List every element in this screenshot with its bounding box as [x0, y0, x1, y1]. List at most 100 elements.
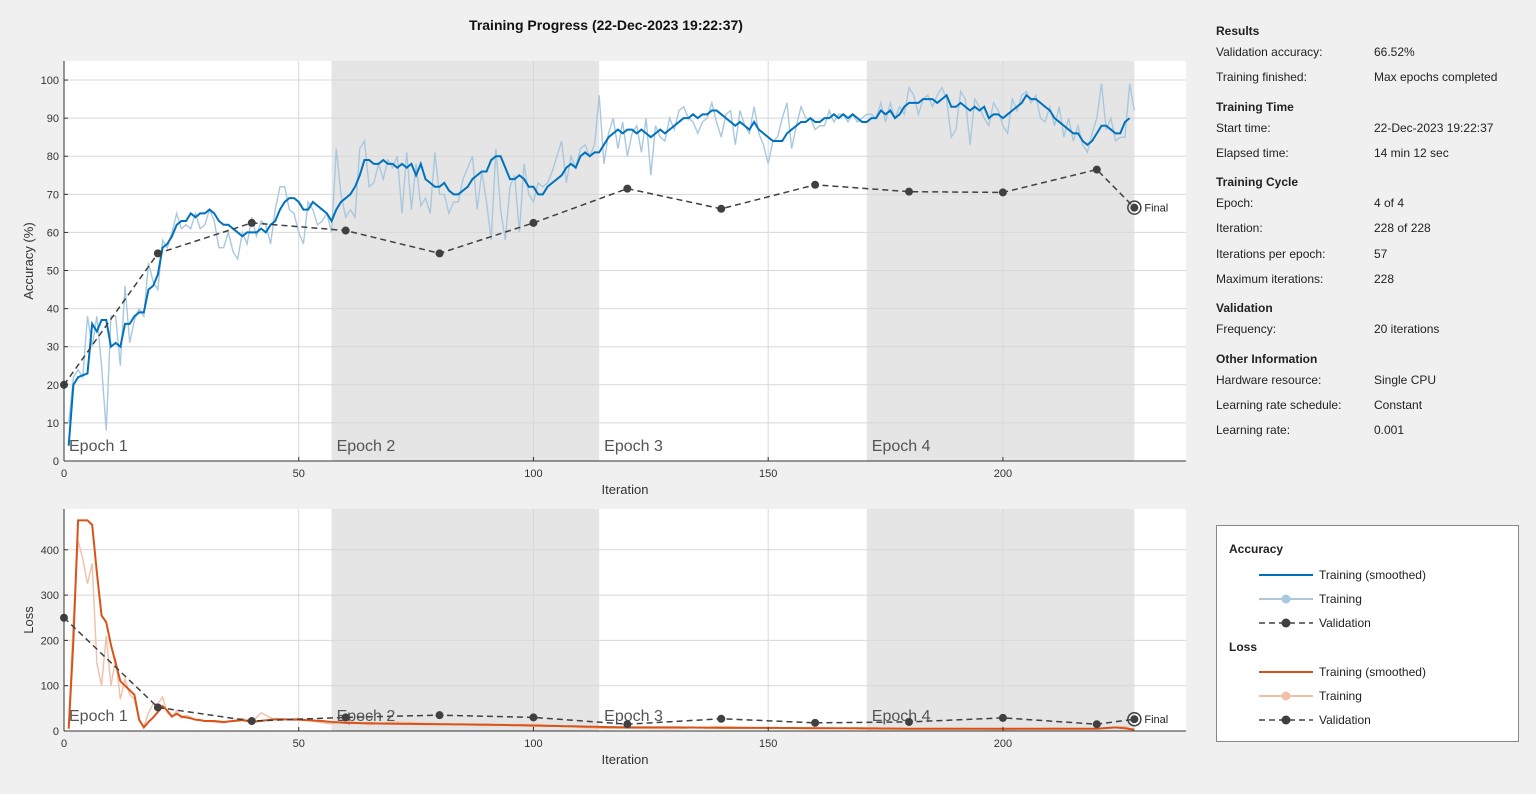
- panel-row-value: 20 iterations: [1374, 322, 1440, 337]
- validation-point: [717, 714, 726, 723]
- validation-point: [247, 717, 256, 726]
- legend-title-accuracy: Accuracy: [1229, 542, 1284, 556]
- panel-row: Hardware resource: Single CPU: [1216, 368, 1526, 393]
- validation-point: [1092, 720, 1101, 729]
- info-panel: Results Validation accuracy: 66.52% Trainin…: [1216, 22, 1526, 444]
- loss-chart: Epoch 1 Epoch 2 Epoch 3 Epoch 4 Final 0 100 200…: [21, 509, 1186, 767]
- validation-point: [153, 703, 162, 712]
- panel-row: Training finished: Max epochs completed: [1216, 65, 1526, 90]
- panel-row: Learning rate schedule: Constant: [1216, 393, 1526, 418]
- legend-item-loss-smoothed: Training (smoothed): [1259, 665, 1426, 679]
- x-tick-label: 50: [293, 468, 305, 480]
- panel-row-value: Single CPU: [1374, 372, 1437, 387]
- legend-item-loss-training: Training: [1257, 687, 1517, 705]
- figure-title: Training Progress (22-Dec-2023 19:22:37): [469, 17, 743, 33]
- x-tick-label: 50: [293, 738, 305, 750]
- panel-row-key: Iteration:: [1216, 221, 1263, 236]
- x-tick-label: 0: [61, 468, 67, 480]
- validation-point: [811, 180, 820, 189]
- panel-row-value: 14 min 12 sec: [1374, 145, 1449, 160]
- panel-row: Elapsed time: 14 min 12 sec: [1216, 141, 1526, 166]
- epoch-band: [331, 509, 600, 731]
- y-tick-label: 20: [47, 380, 59, 392]
- legend: Accuracy Training (smoothed) Training Va…: [1216, 525, 1519, 742]
- panel-row-key: Frequency:: [1216, 322, 1277, 337]
- panel-row-value: Constant: [1374, 397, 1423, 412]
- panel-row: Maximum iterations: 228: [1216, 267, 1526, 292]
- panel-row: Epoch: 4 of 4: [1216, 191, 1526, 216]
- x-axis-label: Iteration: [602, 482, 649, 497]
- validation-point: [153, 249, 162, 258]
- panel-row-key: Learning rate:: [1216, 423, 1291, 438]
- panel-section-title: Validation: [1216, 301, 1273, 316]
- x-axis-label: Iteration: [602, 752, 649, 767]
- validation-point: [623, 720, 632, 729]
- y-tick-label: 10: [47, 418, 59, 430]
- panel-row-key: Iterations per epoch:: [1216, 246, 1326, 261]
- y-tick-label: 60: [47, 227, 59, 239]
- y-tick-label: 100: [41, 75, 59, 87]
- accuracy-chart: Epoch 1 Epoch 2 Epoch 3 Epoch 4 Final 0 10 20 30…: [21, 61, 1186, 497]
- epoch-band: [866, 61, 1135, 461]
- validation-point: [1130, 715, 1139, 724]
- panel-row: Frequency: 20 iterations: [1216, 317, 1526, 342]
- epoch-label: Epoch 3: [604, 438, 663, 455]
- panel-section-title: Results: [1216, 24, 1260, 38]
- y-tick-label: 40: [47, 304, 59, 316]
- panel-row: Learning rate: 0.001: [1216, 418, 1526, 443]
- panel-row-key: Validation accuracy:: [1216, 45, 1323, 59]
- panel-row-value: 66.52%: [1374, 45, 1415, 59]
- panel-row-key: Start time:: [1216, 120, 1271, 135]
- panel-row: Validation accuracy: 66.52%: [1216, 40, 1526, 65]
- panel-row: Start time: 22-Dec-2023 19:22:37: [1216, 116, 1526, 141]
- panel-row-key: Epoch:: [1216, 196, 1254, 211]
- epoch-label: Epoch 1: [69, 438, 128, 455]
- epoch-label: Epoch 3: [604, 708, 663, 725]
- x-tick-label: 150: [759, 738, 777, 750]
- final-label: Final: [1144, 203, 1168, 215]
- validation-point: [529, 218, 538, 227]
- panel-section-title: Training Cycle: [1216, 175, 1299, 190]
- validation-point: [717, 204, 726, 213]
- panel-row-value: 57: [1374, 246, 1388, 261]
- epoch-band: [331, 61, 600, 461]
- validation-point: [1130, 203, 1139, 212]
- y-tick-label: 0: [53, 456, 59, 468]
- panel-row-key: Maximum iterations:: [1216, 272, 1324, 287]
- training-raw-line: [67, 83, 1136, 431]
- y-tick-label: 30: [47, 342, 59, 354]
- y-tick-label: 90: [47, 113, 59, 125]
- validation-point: [905, 187, 914, 196]
- panel-row: Iteration: 228 of 228: [1216, 216, 1526, 241]
- validation-point: [905, 717, 914, 726]
- training-smoothed-line: [67, 93, 1131, 446]
- panel-section-title: Other Information: [1216, 351, 1318, 366]
- x-tick-label: 150: [759, 468, 777, 480]
- legend-item-accuracy-smoothed: Training (smoothed): [1259, 568, 1426, 582]
- epoch-label: Epoch 2: [337, 438, 396, 455]
- panel-row-value: 228: [1374, 272, 1395, 287]
- legend-item-loss-validation: Validation: [1257, 711, 1517, 729]
- epoch-label: Epoch 4: [872, 708, 931, 725]
- validation-point: [811, 718, 820, 727]
- final-marker: [1127, 711, 1142, 727]
- panel-row-value: 0.001: [1374, 423, 1405, 438]
- y-tick-label: 80: [47, 151, 59, 163]
- validation-point: [341, 226, 350, 235]
- epoch-label: Epoch 1: [69, 708, 128, 725]
- final-label: Final: [1144, 714, 1168, 726]
- panel-row-value: Max epochs completed: [1374, 70, 1498, 85]
- validation-point: [623, 184, 632, 193]
- y-tick-label: 400: [41, 545, 59, 557]
- legend-title-loss: Loss: [1229, 640, 1258, 654]
- panel-row-value: 228 of 228: [1374, 221, 1431, 236]
- validation-point: [529, 713, 538, 722]
- y-tick-label: 100: [41, 681, 59, 693]
- y-tick-label: 70: [47, 189, 59, 201]
- panel-row-value: 22-Dec-2023 19:22:37: [1374, 120, 1494, 135]
- panel-row-value: 4 of 4: [1374, 196, 1405, 211]
- panel-row: Iterations per epoch: 57: [1216, 242, 1526, 267]
- x-tick-label: 0: [61, 738, 67, 750]
- training-smoothed-line: [67, 519, 1135, 731]
- y-tick-label: 200: [41, 635, 59, 647]
